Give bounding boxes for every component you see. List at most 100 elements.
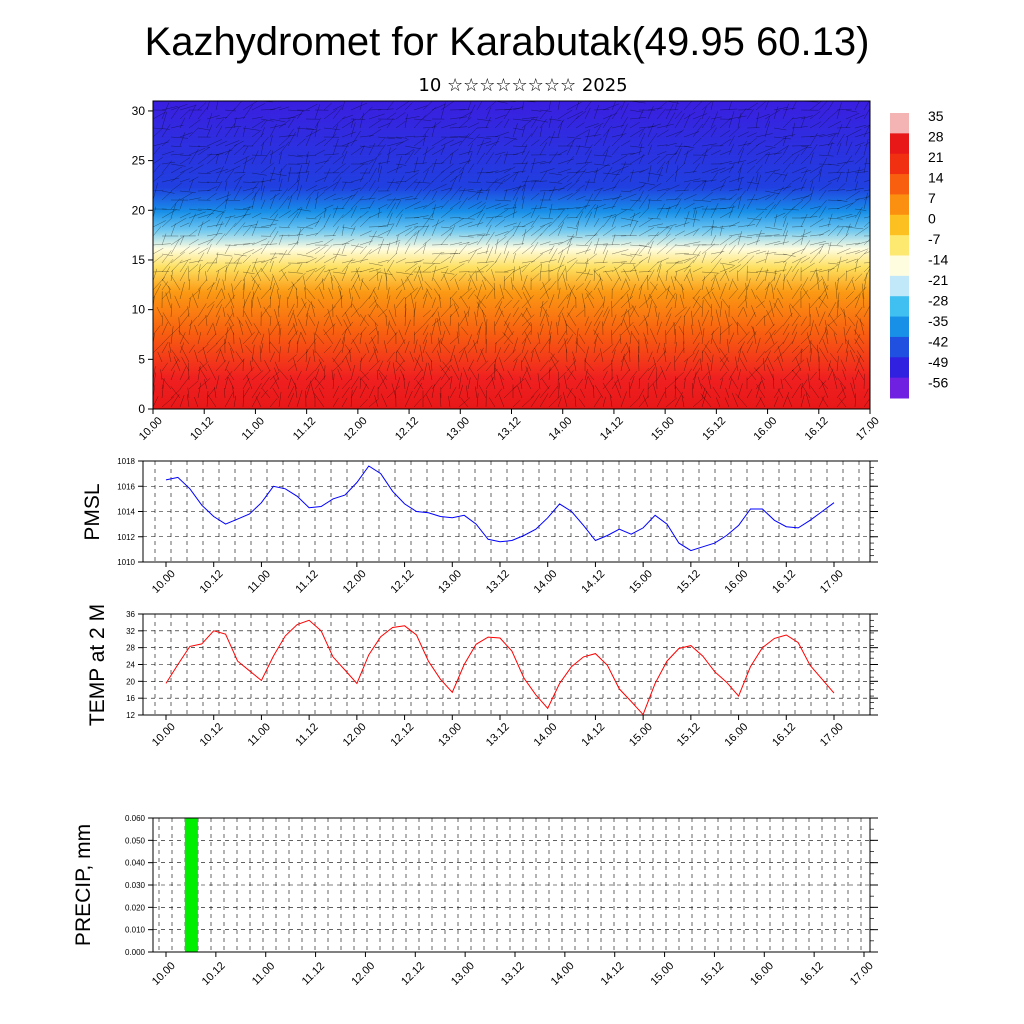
xtick-label: 11.12 (293, 568, 320, 595)
ytick-label: 0.030 (125, 881, 146, 890)
pmsl-x-axis: 10.00 10.12 11.00 11.12 12.00 12.12 13.00 13.12… (150, 562, 846, 596)
ytick-label: 0.050 (125, 836, 146, 845)
colorbar-label: 7 (928, 190, 936, 206)
colorbar-label: -42 (928, 334, 948, 350)
ytick-label: 24 (126, 661, 135, 670)
xtick-label: 16.12 (770, 568, 798, 596)
ytick-label: 16 (126, 694, 135, 703)
xtick-label: 13.00 (436, 568, 464, 596)
chart-title: Kazhydromet for Karabutak(49.95 60.13) (145, 20, 870, 64)
heat-ytick-label: 30 (132, 104, 146, 118)
precip-x-axis: 10.00 10.12 11.00 11.12 12.00 12.12 13.00 13.12… (150, 952, 876, 988)
precip-y-axis: 0.000 0.010 0.020 0.030 0.040 0.050 0.060 (125, 814, 878, 957)
ytick-label: 1016 (117, 482, 135, 491)
heat-xtick-label: 16.00 (751, 415, 779, 443)
heat-ytick-label: 5 (138, 352, 145, 366)
temp-ylabel: TEMP at 2 M (86, 604, 109, 726)
xtick-label: 13.12 (484, 721, 512, 749)
xtick-label: 15.12 (675, 568, 703, 596)
xtick-label: 12.00 (341, 721, 369, 749)
colorbar-swatch (890, 113, 909, 134)
precip-panel: 0.000 0.010 0.020 0.030 0.040 0.050 0.060 10.0… (72, 814, 878, 988)
heat-xtick-label: 11.12 (291, 415, 318, 442)
xtick-label: 14.12 (579, 721, 607, 749)
xtick-label: 12.12 (388, 721, 416, 749)
xtick-label: 12.12 (399, 960, 427, 988)
pmsl-panel: 1010 1012 1014 1016 1018 10.00 10.12 11.00 11.1… (81, 457, 878, 596)
heat-xtick-label: 13.00 (444, 415, 472, 443)
heat-xtick-label: 10.00 (137, 415, 165, 443)
colorbar-label: -14 (928, 252, 948, 268)
ytick-label: 20 (126, 677, 135, 686)
ytick-label: 32 (126, 627, 135, 636)
xtick-label: 16.00 (722, 721, 750, 749)
heat-xtick-label: 12.12 (393, 415, 421, 443)
ytick-label: 0.040 (125, 859, 146, 868)
colorbar-swatch (890, 214, 909, 236)
xtick-label: 11.00 (246, 568, 273, 595)
heat-xtick-label: 16.12 (803, 415, 831, 443)
colorbar-label: 28 (928, 129, 944, 145)
colorbar-label: 0 (928, 211, 936, 227)
colorbar-swatch (890, 153, 909, 175)
ytick-label: 28 (126, 644, 135, 653)
xtick-label: 10.12 (198, 721, 226, 749)
xtick-label: 11.00 (246, 721, 273, 748)
chart-subtitle: 10 ☆☆☆☆☆☆☆☆ 2025 (418, 75, 627, 96)
xtick-label: 13.00 (449, 960, 477, 988)
heat-xtick-label: 14.00 (547, 415, 575, 443)
colorbar-swatch (890, 133, 909, 155)
ytick-label: 1012 (117, 533, 135, 542)
heatmap-y-axis: 0 5 10 15 20 25 30 (132, 104, 153, 416)
temp-series-line (165, 619, 835, 716)
colorbar: 35 28 21 14 7 0 -7 -14 -21 -28 -35 -42 -49 -56 (890, 108, 948, 399)
temperature-cross-section: 0 5 10 15 20 25 30 10.00 10.12 11.00 11.12 12.00 12… (132, 100, 882, 443)
xtick-label: 17.00 (848, 960, 876, 988)
colorbar-label: 21 (928, 149, 944, 165)
wind-barb-lines (153, 101, 870, 408)
colorbar-label: -49 (928, 354, 948, 370)
colorbar-label: -56 (928, 375, 948, 391)
colorbar-swatch (890, 255, 909, 277)
ytick-label: 1018 (117, 457, 135, 466)
xtick-label: 16.12 (770, 721, 798, 749)
xtick-label: 13.12 (499, 960, 527, 988)
ytick-label: 12 (126, 711, 135, 720)
colorbar-swatch (890, 377, 909, 399)
heat-xtick-label: 11.00 (240, 415, 267, 442)
colorbar-swatch (890, 174, 909, 195)
xtick-label: 17.00 (818, 568, 846, 596)
colorbar-swatch (890, 235, 909, 256)
heatmap-x-axis: 10.00 10.12 11.00 11.12 12.00 12.12 13.00 13.12… (137, 409, 882, 443)
heat-ytick-label: 20 (132, 203, 146, 217)
xtick-label: 10.00 (150, 721, 178, 749)
xtick-label: 14.12 (599, 960, 627, 988)
colorbar-label: -35 (928, 313, 948, 329)
xtick-label: 15.00 (627, 568, 655, 596)
colorbar-swatch (890, 194, 909, 216)
xtick-label: 15.12 (675, 721, 703, 749)
ytick-label: 1014 (117, 508, 135, 517)
xtick-label: 10.00 (150, 568, 178, 596)
colorbar-swatch (890, 275, 909, 297)
xtick-label: 12.00 (349, 960, 377, 988)
colorbar-label: 35 (928, 108, 944, 124)
heat-xtick-label: 15.12 (700, 415, 728, 443)
xtick-label: 14.00 (549, 960, 577, 988)
ytick-label: 1010 (117, 558, 135, 567)
heat-ytick-label: 0 (138, 402, 145, 416)
ytick-label: 0.010 (125, 926, 146, 935)
temp-x-axis: 10.00 10.12 11.00 11.12 12.00 12.12 13.00 13.12… (150, 715, 846, 749)
ytick-label: 0.060 (125, 814, 146, 823)
xtick-label: 14.00 (532, 721, 560, 749)
wind-barbs (153, 101, 870, 408)
heat-xtick-label: 14.12 (598, 415, 626, 443)
xtick-label: 12.12 (388, 568, 416, 596)
heat-ytick-label: 25 (132, 154, 146, 168)
xtick-label: 10.12 (200, 960, 228, 988)
xtick-label: 15.12 (698, 960, 726, 988)
pmsl-y-axis: 1010 1012 1014 1016 1018 (117, 457, 878, 567)
xtick-label: 10.12 (198, 568, 226, 596)
xtick-label: 16.00 (748, 960, 776, 988)
xtick-label: 16.00 (722, 568, 750, 596)
